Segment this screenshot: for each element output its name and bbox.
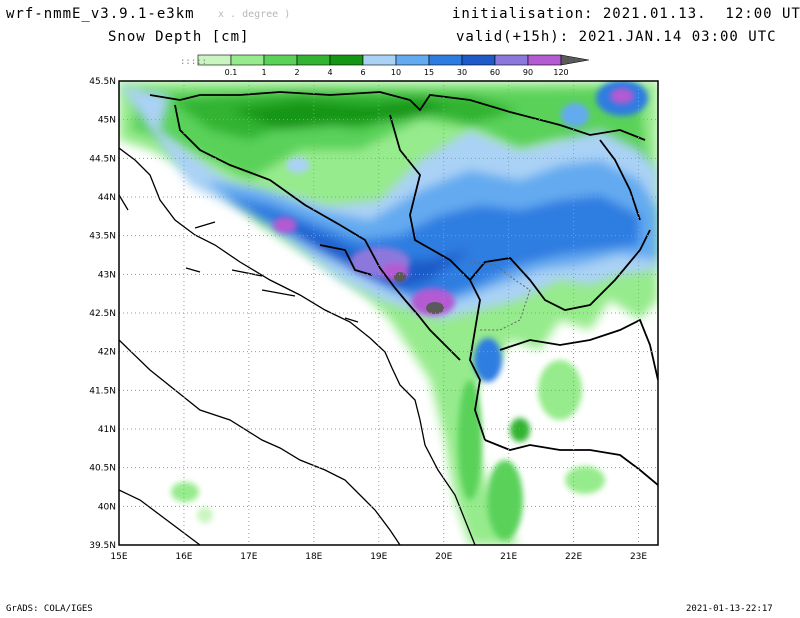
lat-label: 39.5N — [89, 541, 116, 551]
init-time: initialisation: 2021.01.13. 12:00 UTC — [452, 6, 800, 22]
country-borders — [149, 91, 658, 486]
snow-area-albania — [458, 380, 482, 500]
colorbar-swatch — [263, 54, 298, 66]
colorbar-label: 2 — [294, 68, 299, 77]
lat-label: 44N — [98, 193, 116, 203]
colorbar-swatch — [395, 54, 430, 66]
model-name: wrf-nmmE_v3.9.1-e3km — [6, 6, 195, 22]
model-suffix: x . degree ) — [218, 9, 291, 20]
lat-label: 45.5N — [89, 77, 116, 87]
colorbar-label: 30 — [457, 68, 467, 77]
colorbar-swatches — [197, 54, 590, 66]
lon-label: 18E — [305, 552, 322, 562]
colorbar-label: 1 — [261, 68, 266, 77]
lon-label: 19E — [370, 552, 387, 562]
lat-label: 41N — [98, 425, 116, 435]
lat-label: 43.5N — [89, 232, 116, 242]
colorbar-label: 90 — [523, 68, 533, 77]
colorbar-label: 6 — [360, 68, 365, 77]
snow-patch-bosnia — [286, 157, 310, 173]
snow-area-deep-blue — [225, 195, 640, 300]
snow-patch-nw — [561, 103, 589, 127]
snow-patch-greece-east — [565, 466, 605, 494]
colorbar-swatch — [461, 54, 496, 66]
snow-peak-velebit — [273, 217, 297, 233]
lat-label: 45N — [98, 116, 116, 126]
colorbar-swatch — [230, 54, 265, 66]
lat-label: 42.5N — [89, 309, 116, 319]
snow-patch-macedonia — [510, 418, 530, 442]
lon-label: 17E — [240, 552, 257, 562]
colorbar-swatch — [296, 54, 331, 66]
colorbar-swatch — [428, 54, 463, 66]
lon-label: 20E — [435, 552, 452, 562]
colorbar-labels: 0.1 1 2 4 6 10 15 30 60 90 120 — [225, 68, 569, 77]
lon-label: 23E — [630, 552, 647, 562]
latitude-labels: 45.5N 45N 44.5N 44N 43.5N 43N 42.5N 42N 41.5N 41N… — [89, 77, 116, 551]
colorbar-lowend-icon: ::::: — [180, 57, 207, 67]
coastlines — [119, 147, 476, 545]
snow-area-greece-north — [487, 460, 523, 540]
colorbar-label: 4 — [327, 68, 332, 77]
lat-label: 42N — [98, 348, 116, 358]
snow-patch-italy — [171, 482, 199, 502]
colorbar-arrow — [560, 54, 590, 66]
colorbar-swatch — [329, 54, 364, 66]
lat-label: 41.5N — [89, 386, 116, 396]
lon-label: 21E — [500, 552, 517, 562]
colorbar-swatch — [527, 54, 562, 66]
lon-label: 22E — [565, 552, 582, 562]
colorbar-label: 60 — [490, 68, 500, 77]
colorbar-label: 0.1 — [225, 68, 238, 77]
snow-area-korab — [474, 338, 502, 382]
snow-area-dark-green — [230, 100, 450, 130]
snow-peak-ne — [610, 88, 634, 104]
lon-label: 15E — [110, 552, 127, 562]
valid-time: valid(+15h): 2021.JAN.14 03:00 UTC — [456, 29, 777, 45]
snow-patch-italy-2 — [197, 507, 213, 523]
snow-area-darkest-blue — [270, 215, 470, 290]
colorbar-label: 10 — [391, 68, 401, 77]
colorbar-swatch — [362, 54, 397, 66]
kosovo-border — [469, 261, 531, 331]
footer-credit: GrADS: COLA/IGES — [6, 604, 93, 614]
grid-lines — [119, 81, 658, 545]
lon-label: 16E — [175, 552, 192, 562]
colorbar: 0.1 1 2 4 6 10 15 30 60 90 120 ::::: — [180, 54, 590, 77]
lat-label: 43N — [98, 270, 116, 280]
lat-label: 44.5N — [89, 154, 116, 164]
colorbar-label: 120 — [553, 68, 568, 77]
colorbar-label: 15 — [424, 68, 434, 77]
footer-timestamp: 2021-01-13-22:17 — [686, 604, 773, 614]
snow-max-prokletije — [426, 302, 444, 314]
lat-label: 40.5N — [89, 464, 116, 474]
lat-label: 40N — [98, 502, 116, 512]
snow-max-durmitor — [394, 272, 406, 282]
plot-frame — [118, 80, 659, 546]
colorbar-swatch — [494, 54, 529, 66]
longitude-labels: 15E 16E 17E 18E 19E 20E 21E 22E 23E — [110, 552, 647, 562]
field-title: Snow Depth [cm] — [108, 29, 250, 45]
